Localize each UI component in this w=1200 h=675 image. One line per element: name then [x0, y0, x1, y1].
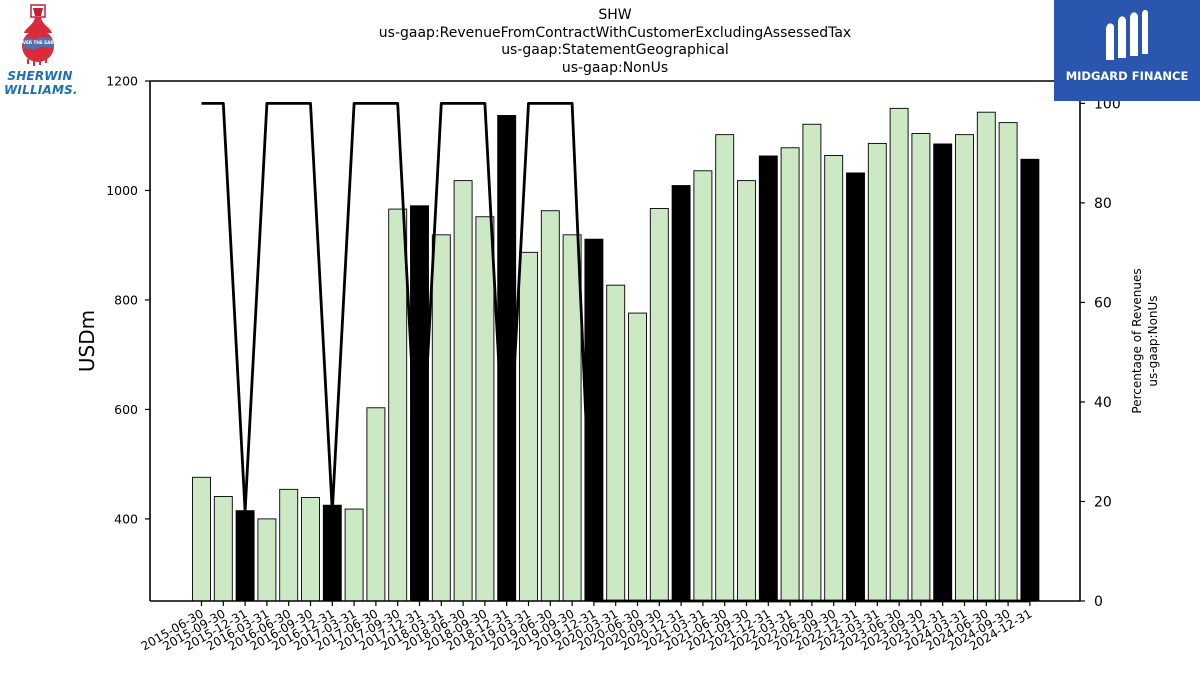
bar-2015-12-31 — [235, 510, 255, 602]
bar-2023-03-31 — [867, 142, 887, 602]
bar-2022-03-31 — [780, 147, 800, 602]
bar-2022-06-30 — [802, 123, 822, 602]
bar-2016-03-31 — [257, 518, 277, 602]
bar-2022-12-31 — [846, 172, 865, 602]
cover-the-earth-icon: COVER THE EARTH — [16, 4, 60, 66]
bar-2021-12-31 — [758, 155, 778, 602]
bar-2020-06-30 — [628, 312, 647, 602]
y-tick-label-800: 800 — [114, 292, 138, 307]
bar-2016-09-30 — [301, 497, 320, 602]
bar-2024-09-30 — [998, 122, 1018, 602]
title-line-ticker: SHW — [598, 7, 632, 23]
y2-tick-label-60: 60 — [1094, 295, 1112, 311]
bar-2024-12-31 — [1020, 158, 1040, 602]
bar-2016-06-30 — [279, 488, 299, 602]
bar-2015-06-30 — [192, 476, 211, 602]
bar-2020-12-31 — [671, 185, 691, 602]
y2-tick-label-40: 40 — [1094, 395, 1112, 411]
bar-2022-09-30 — [824, 154, 844, 602]
y-tick-label-1000: 1000 — [106, 183, 138, 198]
bar-2017-09-30 — [388, 208, 408, 602]
bar-2021-03-31 — [693, 170, 713, 602]
bar-2024-06-30 — [976, 111, 996, 602]
y-tick-label-600: 600 — [114, 402, 138, 417]
bar-2023-12-31 — [933, 143, 953, 602]
bar-2020-03-31 — [606, 284, 626, 602]
y-tick-label-400: 400 — [114, 511, 138, 526]
bar-2019-03-31 — [519, 251, 538, 602]
chart-title: SHW us-gaap:RevenueFromContractWithCusto… — [315, 7, 915, 77]
bar-2023-09-30 — [911, 133, 931, 602]
bar-2020-09-30 — [649, 208, 669, 602]
bar-2024-03-31 — [955, 134, 974, 602]
bar-2018-09-30 — [475, 216, 495, 602]
y2-tick-label-0: 0 — [1094, 594, 1103, 610]
sherwin-williams-logo: COVER THE EARTH SHERWIN WILLIAMS. — [4, 3, 78, 99]
bar-2018-06-30 — [453, 180, 473, 602]
bar-2019-06-30 — [540, 210, 560, 602]
title-line-concept: us-gaap:RevenueFromContractWithCustomerE… — [378, 24, 852, 41]
bar-2019-12-31 — [584, 238, 604, 602]
y2-axis-label-line-1: Percentage of Revenues — [1130, 268, 1144, 413]
y2-tick-label-20: 20 — [1094, 494, 1112, 510]
title-line-member: us-gaap:NonUs — [561, 59, 669, 76]
bar-2017-03-31 — [344, 508, 364, 602]
bar-2017-06-30 — [366, 407, 386, 602]
y2-axis-label-line-2: us-gaap:NonUs — [1146, 295, 1160, 386]
bar-2015-09-30 — [213, 496, 233, 602]
logo-line-1: SHERWIN — [7, 69, 73, 83]
bar-2021-06-30 — [715, 134, 735, 602]
logo-line-2: WILLIAMS. — [4, 83, 78, 97]
midgard-finance-logo: MIDGARD FINANCE — [1054, 0, 1200, 101]
bar-2023-06-30 — [889, 107, 909, 602]
y2-tick-label-80: 80 — [1094, 196, 1112, 212]
y-axis-label: USDm — [75, 310, 99, 372]
bar-2018-12-31 — [497, 115, 517, 602]
midgard-mark-icon — [1106, 9, 1148, 61]
bar-2018-03-31 — [431, 234, 451, 602]
midgard-finance-wordmark: MIDGARD FINANCE — [1065, 69, 1189, 83]
title-line-axis: us-gaap:StatementGeographical — [501, 42, 729, 58]
bar-2021-09-30 — [737, 180, 756, 602]
y-tick-label-1200: 1200 — [106, 74, 138, 89]
bar-2016-12-31 — [322, 504, 342, 602]
bars-layer — [192, 107, 1040, 602]
bar-2019-09-30 — [562, 234, 582, 602]
logo-badge-text: COVER THE EARTH — [16, 40, 60, 45]
